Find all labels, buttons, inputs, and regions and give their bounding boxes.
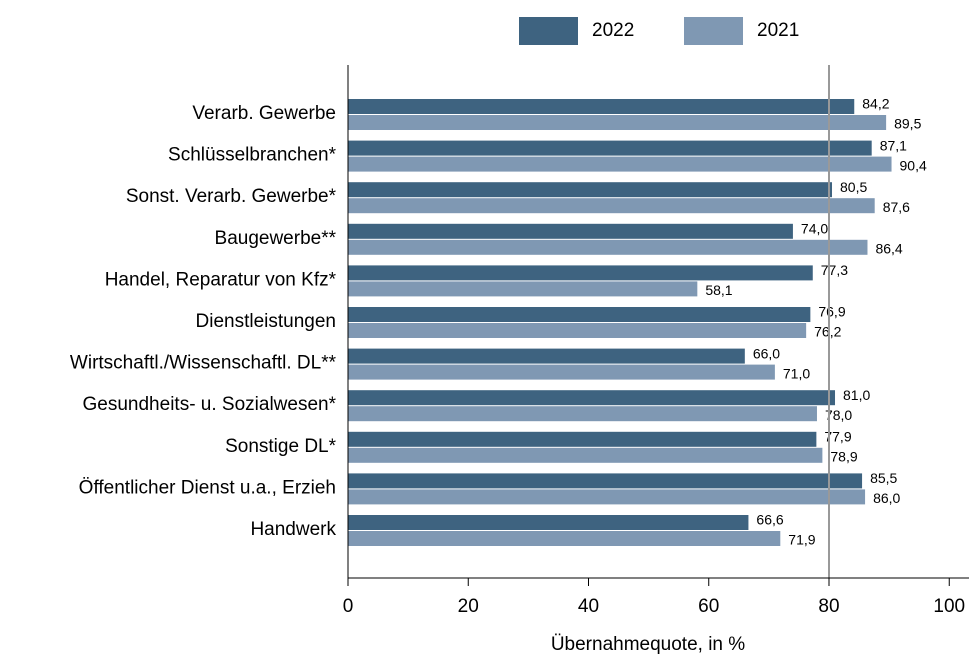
value-label: 71,9 xyxy=(788,532,815,548)
bar xyxy=(348,115,887,130)
bar xyxy=(348,323,807,338)
value-label: 74,0 xyxy=(801,221,828,237)
value-label: 77,3 xyxy=(821,262,848,278)
x-tick-label: 60 xyxy=(698,596,719,617)
value-label: 87,1 xyxy=(880,137,907,153)
value-label: 77,9 xyxy=(824,429,851,445)
value-label: 76,9 xyxy=(818,304,845,320)
legend-swatch xyxy=(519,17,578,45)
y-tick-label: Handel, Reparatur von Kfz* xyxy=(105,269,337,290)
value-label: 58,1 xyxy=(705,282,732,298)
x-axis-title: Übernahmequote, in % xyxy=(551,634,745,655)
bar xyxy=(348,281,698,297)
value-label: 81,0 xyxy=(843,387,870,403)
value-label: 78,9 xyxy=(830,449,857,465)
bar xyxy=(348,531,781,546)
y-tick-label: Handwerk xyxy=(250,519,336,540)
y-tick-label: Dienstleistungen xyxy=(196,311,336,332)
value-label: 89,5 xyxy=(894,116,921,132)
bar xyxy=(348,473,863,489)
legend-swatch xyxy=(684,17,743,45)
bar xyxy=(348,390,836,406)
bar xyxy=(348,265,813,281)
x-tick-label: 100 xyxy=(933,596,965,617)
bar xyxy=(348,364,775,380)
y-tick-label: Baugewerbe** xyxy=(215,228,337,249)
value-label: 80,5 xyxy=(840,179,867,195)
x-tick-label: 40 xyxy=(578,596,599,617)
bar xyxy=(348,447,823,463)
bar xyxy=(348,156,892,172)
x-tick-label: 80 xyxy=(818,596,839,617)
bar xyxy=(348,307,811,322)
bar xyxy=(348,239,868,255)
y-tick-label: Wirtschaftl./Wissenschaftl. DL** xyxy=(70,353,337,374)
bar xyxy=(348,515,749,530)
legend-label: 2021 xyxy=(757,20,799,41)
bar xyxy=(348,489,866,505)
x-tick-label: 0 xyxy=(343,596,354,617)
y-tick-label: Gesundheits- u. Sozialwesen* xyxy=(83,394,337,415)
value-label: 85,5 xyxy=(870,470,897,486)
bar xyxy=(348,182,833,198)
value-label: 86,0 xyxy=(873,490,900,506)
y-tick-label: Sonst. Verarb. Gewerbe* xyxy=(126,186,337,207)
y-tick-label: Sonstige DL* xyxy=(225,436,337,457)
value-label: 90,4 xyxy=(900,157,927,173)
value-label: 78,0 xyxy=(825,407,852,423)
bar xyxy=(348,99,855,114)
legend-label: 2022 xyxy=(592,20,634,41)
bar xyxy=(348,140,872,156)
value-label: 76,2 xyxy=(814,324,841,340)
value-label: 87,6 xyxy=(883,199,910,215)
x-tick-label: 20 xyxy=(458,596,479,617)
bar xyxy=(348,198,875,214)
y-tick-label: Schlüsselbranchen* xyxy=(168,145,337,166)
bar xyxy=(348,348,745,364)
bar xyxy=(348,406,817,422)
value-label: 66,0 xyxy=(753,345,780,361)
bar xyxy=(348,223,793,239)
bar xyxy=(348,431,817,447)
value-label: 71,0 xyxy=(783,365,810,381)
value-label: 84,2 xyxy=(862,96,889,112)
value-label: 86,4 xyxy=(875,241,902,257)
value-label: 66,6 xyxy=(756,512,783,528)
y-tick-label: Öffentlicher Dienst u.a., Erzieh xyxy=(79,477,336,498)
y-tick-label: Verarb. Gewerbe xyxy=(192,103,336,124)
